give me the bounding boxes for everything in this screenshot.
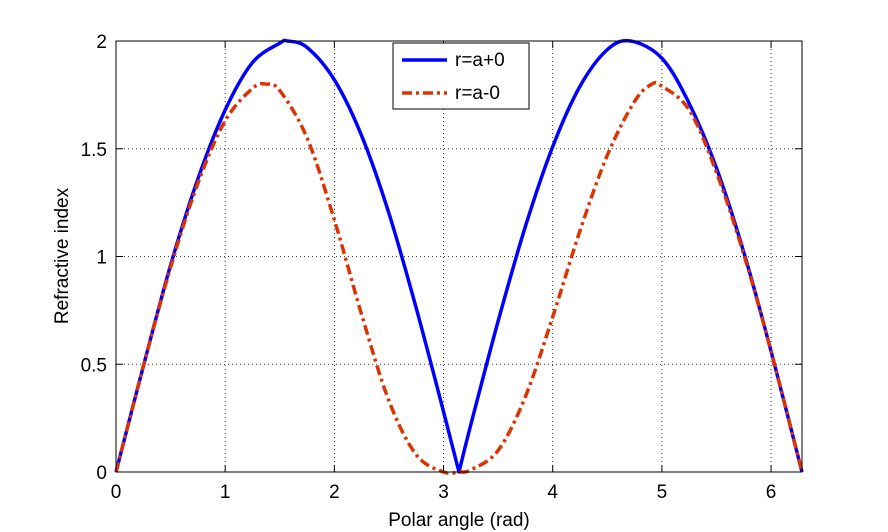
x-tick-label: 4	[547, 482, 558, 503]
y-tick-label: 0.5	[81, 355, 107, 376]
x-axis-label: Polar angle (rad)	[388, 510, 530, 531]
y-tick-label: 1	[96, 248, 107, 269]
x-tick-label: 1	[220, 482, 231, 503]
y-axis-label: Refractive index	[52, 187, 73, 324]
x-tick-label: 3	[438, 482, 449, 503]
x-tick-label: 6	[766, 482, 777, 503]
legend-label-r-a-plus-0: r=a+0	[455, 50, 505, 71]
y-tick-label: 0	[96, 463, 107, 484]
y-tick-label: 2	[96, 32, 107, 53]
legend-box	[392, 42, 530, 110]
y-tick-label: 1.5	[81, 140, 107, 161]
legend-label-r-a-minus-0: r=a-0	[455, 83, 500, 104]
legend: r=a+0 r=a-0	[392, 42, 530, 110]
series-line-r-a-minus-0	[114, 80, 804, 476]
x-tick-label: 5	[657, 482, 668, 503]
series-line-r-a-plus-0	[114, 38, 804, 474]
plot-background	[116, 41, 802, 472]
x-tick-label: 0	[111, 482, 122, 503]
series-lines	[114, 38, 804, 476]
x-tick-label: 2	[329, 482, 340, 503]
axis-ticks: 0 1 2 3 4 5 6 0 0.5 1 1.5 2	[81, 32, 802, 503]
